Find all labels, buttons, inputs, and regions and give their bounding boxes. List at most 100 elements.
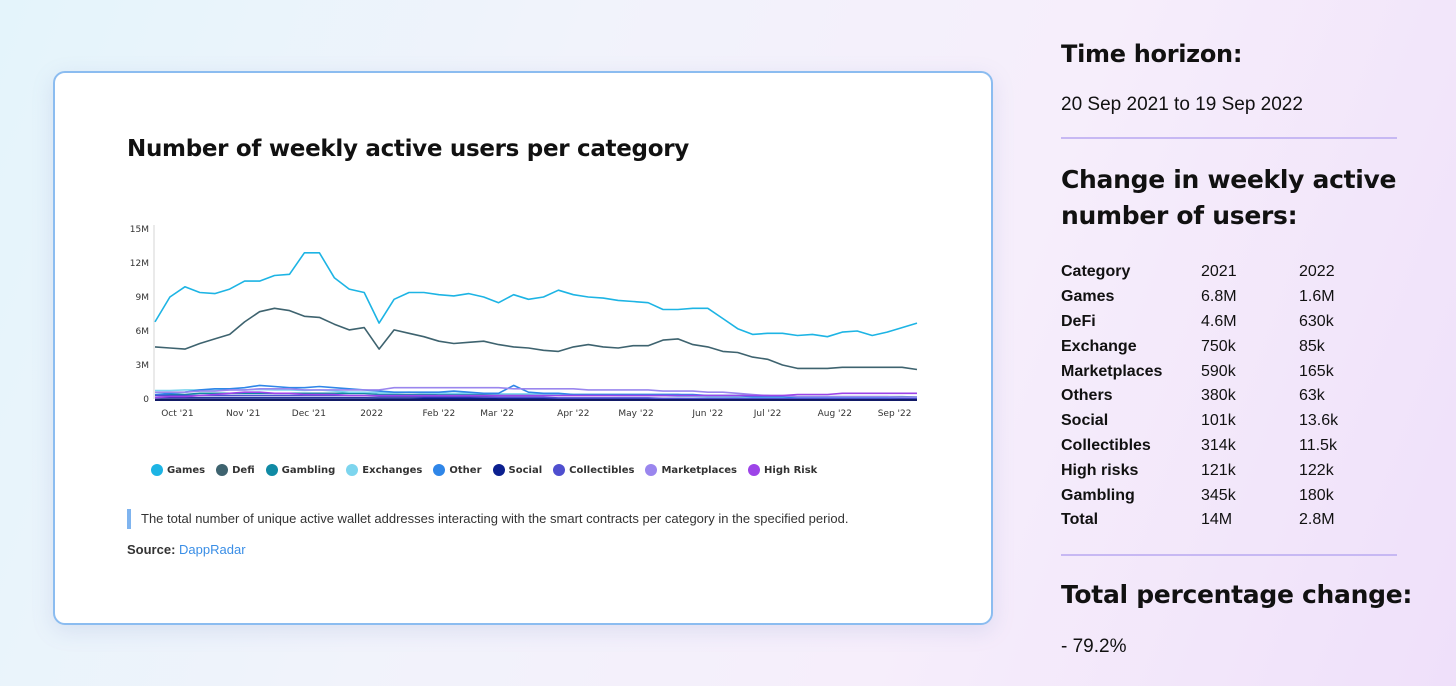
x-tick-label: May '22	[618, 409, 653, 419]
y-tick-label: 9M	[136, 293, 150, 303]
chart-legend: Games Defi Gambling Exchanges Other Social Col…	[151, 464, 817, 476]
change-heading: Change in weekly active number of users:	[1061, 165, 1397, 230]
header-category: Category	[1061, 263, 1131, 281]
total-change-heading: Total percentage change:	[1061, 580, 1413, 609]
category-name: Marketplaces	[1061, 362, 1163, 380]
legend-swatch	[492, 464, 505, 476]
legend-label: High Risk	[764, 464, 818, 476]
divider	[1061, 554, 1397, 556]
source-link[interactable]: DappRadar	[179, 542, 246, 557]
category-name: High risks	[1061, 461, 1139, 479]
value-2022: 630k	[1299, 312, 1334, 330]
legend-swatch	[216, 464, 229, 476]
legend-item[interactable]: Marketplaces	[645, 464, 737, 476]
legend-item[interactable]: Gambling	[265, 464, 336, 476]
table-row: Exchange 750k 85k	[1061, 334, 1338, 359]
time-horizon-value: 20 Sep 2021 to 19 Sep 2022	[1061, 94, 1303, 115]
chart-description: The total number of unique active wallet…	[127, 509, 848, 529]
legend-label: Exchanges	[362, 464, 423, 476]
legend-swatch	[748, 464, 761, 476]
time-horizon-heading: Time horizon:	[1061, 40, 1243, 68]
value-2022: 13.6k	[1299, 412, 1339, 430]
x-tick-label: Mar '22	[480, 409, 514, 419]
series-line-games	[154, 252, 918, 338]
legend-label: Marketplaces	[661, 464, 738, 476]
chart-source: Source: DappRadar	[127, 542, 246, 557]
value-2022: 11.5k	[1299, 436, 1337, 454]
table-row: Games 6.8M 1.6M	[1061, 285, 1338, 310]
x-tick-label: Jun '22	[691, 409, 723, 419]
legend-item[interactable]: Games	[151, 464, 205, 476]
category-name: Others	[1061, 387, 1113, 405]
legend-label: Other	[449, 464, 482, 476]
divider	[1061, 137, 1397, 139]
series-line-defi	[154, 307, 918, 371]
table-row: Others 380k 63k	[1061, 384, 1338, 409]
table-row: Marketplaces 590k 165k	[1061, 359, 1338, 384]
legend-swatch	[553, 464, 566, 476]
category-name: Exchange	[1061, 337, 1137, 355]
series-line-marketplaces	[154, 386, 917, 398]
value-2021: 345k	[1201, 486, 1236, 504]
series-line-high-risk	[154, 391, 917, 399]
legend-item[interactable]: Other	[433, 464, 482, 476]
header-2022: 2022	[1299, 263, 1335, 281]
value-2021: 314k	[1201, 436, 1236, 454]
chart-card: Number of weekly active users per catego…	[53, 71, 993, 625]
table-row: Social 101k 13.6k	[1061, 409, 1338, 434]
legend-item[interactable]: Defi	[216, 464, 255, 476]
legend-swatch	[433, 464, 446, 476]
y-tick-label: 0	[143, 395, 149, 405]
value-2021: 750k	[1201, 337, 1236, 355]
table-row: Collectibles 314k 11.5k	[1061, 434, 1338, 459]
line-chart: 0 3M 6M 9M 12M 15M Oct '21 Nov '21 Dec '21 2022 Fe…	[130, 225, 918, 419]
category-name: Games	[1061, 288, 1115, 306]
chart-title: Number of weekly active users per catego…	[127, 136, 689, 162]
legend-item[interactable]: High Risk	[748, 464, 817, 476]
x-tick-label: Dec '21	[292, 409, 326, 419]
legend-swatch	[346, 464, 359, 476]
value-2021: 380k	[1201, 387, 1236, 405]
value-2021: 6.8M	[1201, 288, 1237, 306]
table-row: DeFi 4.6M 630k	[1061, 310, 1338, 335]
category-name: Collectibles	[1061, 436, 1151, 454]
category-name: Gambling	[1061, 486, 1135, 504]
legend-label: Collectibles	[569, 464, 635, 476]
table-row: Gambling 345k 180k	[1061, 483, 1338, 508]
x-tick-label: Sep '22	[878, 409, 912, 419]
category-name: Total	[1061, 511, 1099, 529]
table-row: High risks 121k 122k	[1061, 458, 1338, 483]
value-2022: 122k	[1299, 461, 1334, 479]
legend-label: Gambling	[281, 464, 336, 476]
total-change-value: - 79.2%	[1061, 636, 1127, 657]
x-tick-label: Aug '22	[818, 409, 852, 419]
legend-item[interactable]: Social	[492, 464, 543, 476]
x-tick-label: Nov '21	[226, 409, 260, 419]
value-2021: 4.6M	[1201, 312, 1237, 330]
table-row: Total 14M 2.8M	[1061, 508, 1338, 533]
legend-item[interactable]: Collectibles	[553, 464, 634, 476]
category-name: Social	[1061, 412, 1109, 430]
value-2022: 165k	[1299, 362, 1334, 380]
value-2022: 180k	[1299, 486, 1334, 504]
series-line-collectibles	[154, 394, 917, 400]
legend-label: Social	[508, 464, 543, 476]
y-tick-label: 3M	[136, 361, 150, 371]
value-2022: 2.8M	[1299, 511, 1335, 529]
legend-label: Defi	[232, 464, 255, 476]
value-2022: 63k	[1299, 387, 1325, 405]
legend-swatch	[151, 464, 163, 476]
x-tick-label: Jul '22	[753, 409, 782, 419]
table-header-row: Category 2021 2022	[1061, 260, 1338, 285]
category-name: DeFi	[1061, 312, 1096, 330]
legend-item[interactable]: Exchanges	[346, 464, 422, 476]
x-tick-label: Feb '22	[423, 409, 456, 419]
y-tick-label: 12M	[130, 259, 149, 269]
header-2021: 2021	[1201, 263, 1237, 281]
value-2021: 101k	[1201, 412, 1236, 430]
value-2021: 121k	[1201, 461, 1236, 479]
x-tick-label: Oct '21	[161, 409, 193, 419]
legend-swatch	[265, 464, 278, 476]
y-tick-label: 6M	[136, 327, 150, 337]
series-line-other	[154, 384, 917, 400]
